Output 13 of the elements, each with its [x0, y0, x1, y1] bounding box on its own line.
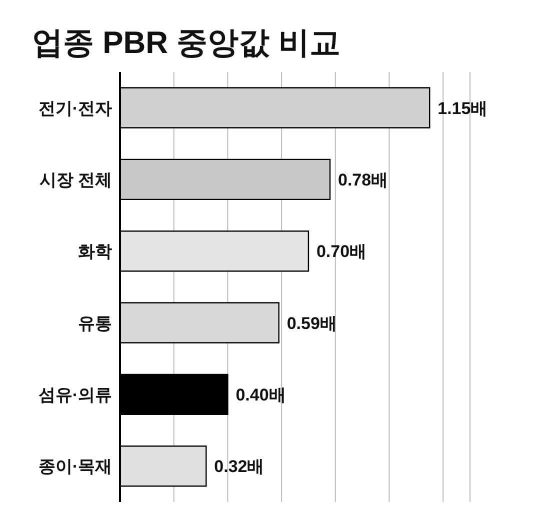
- data-label: 0.40배: [236, 385, 286, 404]
- data-label: 1.15배: [438, 98, 488, 118]
- data-label: 0.59배: [286, 314, 337, 333]
- data-label: 0.78배: [338, 170, 388, 190]
- y-tick-label: 종이·목재: [38, 457, 112, 476]
- data-label: 0.32배: [214, 457, 264, 476]
- y-tick-label: 전기·전자: [38, 98, 112, 118]
- chart-title: 업종 PBR 중앙값 비교: [32, 24, 340, 62]
- y-tick-label: 시장 전체: [39, 170, 112, 190]
- y-tick-label: 화학: [78, 242, 112, 262]
- y-tick-label: 유통: [78, 314, 112, 333]
- y-tick-label: 섬유·의류: [38, 386, 112, 405]
- data-label: 0.70배: [316, 242, 367, 262]
